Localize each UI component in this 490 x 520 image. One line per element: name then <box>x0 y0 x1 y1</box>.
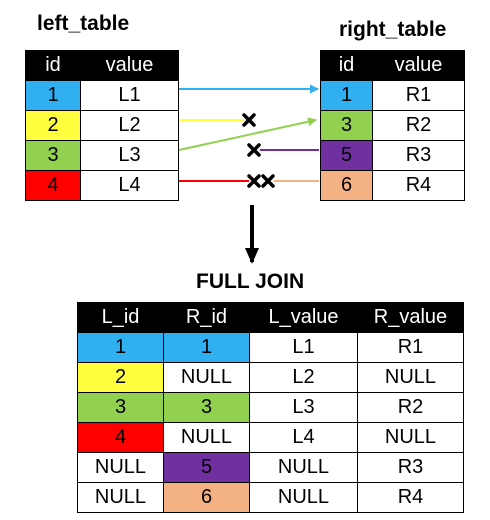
id-cell: 2 <box>25 110 81 141</box>
header-value: value <box>80 50 179 81</box>
l-id-cell: 4 <box>77 422 164 453</box>
value-cell: L1 <box>80 80 179 111</box>
l-value-cell: L3 <box>249 392 358 423</box>
table-row: 1 L1 <box>25 80 179 111</box>
r-value-cell: R1 <box>357 332 464 363</box>
header-value: value <box>372 50 465 81</box>
value-cell: L3 <box>80 140 179 171</box>
x-mark-icon <box>247 174 261 188</box>
match-line-l3-r2 <box>178 117 317 151</box>
l-id-cell: 1 <box>77 332 164 363</box>
id-cell: 1 <box>25 80 81 111</box>
header-l-id: L_id <box>77 302 164 333</box>
l-value-cell: L2 <box>249 362 358 393</box>
r-id-cell: NULL <box>163 362 250 393</box>
id-cell: 3 <box>320 110 373 141</box>
table-row: 1 R1 <box>320 80 465 111</box>
result-table: L_id R_id L_value R_value 1 1 L1 R1 2 NU… <box>77 302 464 513</box>
value-cell: L2 <box>80 110 179 141</box>
left-table-title: left_table <box>37 12 130 35</box>
header-l-value: L_value <box>249 302 358 333</box>
table-row: 1 1 L1 R1 <box>77 332 464 363</box>
table-row: 3 L3 <box>25 140 179 171</box>
left-table-header: id value <box>25 50 179 81</box>
r-id-cell: 1 <box>163 332 250 363</box>
table-row: NULL 5 NULL R3 <box>77 452 464 483</box>
id-cell: 4 <box>25 170 81 201</box>
r-id-cell: 3 <box>163 392 250 423</box>
header-r-id: R_id <box>163 302 250 333</box>
table-row: NULL 6 NULL R4 <box>77 482 464 513</box>
header-id: id <box>320 50 373 81</box>
r-value-cell: NULL <box>357 422 464 453</box>
id-cell: 6 <box>320 170 373 201</box>
l-id-cell: 3 <box>77 392 164 423</box>
result-table-header: L_id R_id L_value R_value <box>77 302 464 333</box>
table-row: 3 R2 <box>320 110 465 141</box>
right-table-header: id value <box>320 50 465 81</box>
r-value-cell: NULL <box>357 362 464 393</box>
right-table-title: right_table <box>339 18 447 41</box>
table-row: 2 NULL L2 NULL <box>77 362 464 393</box>
table-row: 3 3 L3 R2 <box>77 392 464 423</box>
x-mark-icon <box>261 174 275 188</box>
value-cell: L4 <box>80 170 179 201</box>
header-id: id <box>25 50 81 81</box>
l-value-cell: NULL <box>249 452 358 483</box>
value-cell: R2 <box>372 110 465 141</box>
table-row: 2 L2 <box>25 110 179 141</box>
r-id-cell: NULL <box>163 422 250 453</box>
l-id-cell: NULL <box>77 482 164 513</box>
table-row: 4 NULL L4 NULL <box>77 422 464 453</box>
l-value-cell: L1 <box>249 332 358 363</box>
r-value-cell: R2 <box>357 392 464 423</box>
x-mark-icon <box>247 143 261 157</box>
value-cell: R4 <box>372 170 465 201</box>
table-row: 4 L4 <box>25 170 179 201</box>
right-table: id value 1 R1 3 R2 5 R3 6 R4 <box>320 50 465 201</box>
id-cell: 1 <box>320 80 373 111</box>
x-mark-icon <box>242 113 256 127</box>
l-value-cell: NULL <box>249 482 358 513</box>
header-r-value: R_value <box>357 302 464 333</box>
l-id-cell: 2 <box>77 362 164 393</box>
id-cell: 3 <box>25 140 81 171</box>
r-id-cell: 5 <box>163 452 250 483</box>
left-table: id value 1 L1 2 L2 3 L3 4 L4 <box>25 50 179 201</box>
l-value-cell: L4 <box>249 422 358 453</box>
table-row: 6 R4 <box>320 170 465 201</box>
r-id-cell: 6 <box>163 482 250 513</box>
l-id-cell: NULL <box>77 452 164 483</box>
operation-label: FULL JOIN <box>196 270 305 293</box>
r-value-cell: R3 <box>357 452 464 483</box>
r-value-cell: R4 <box>357 482 464 513</box>
